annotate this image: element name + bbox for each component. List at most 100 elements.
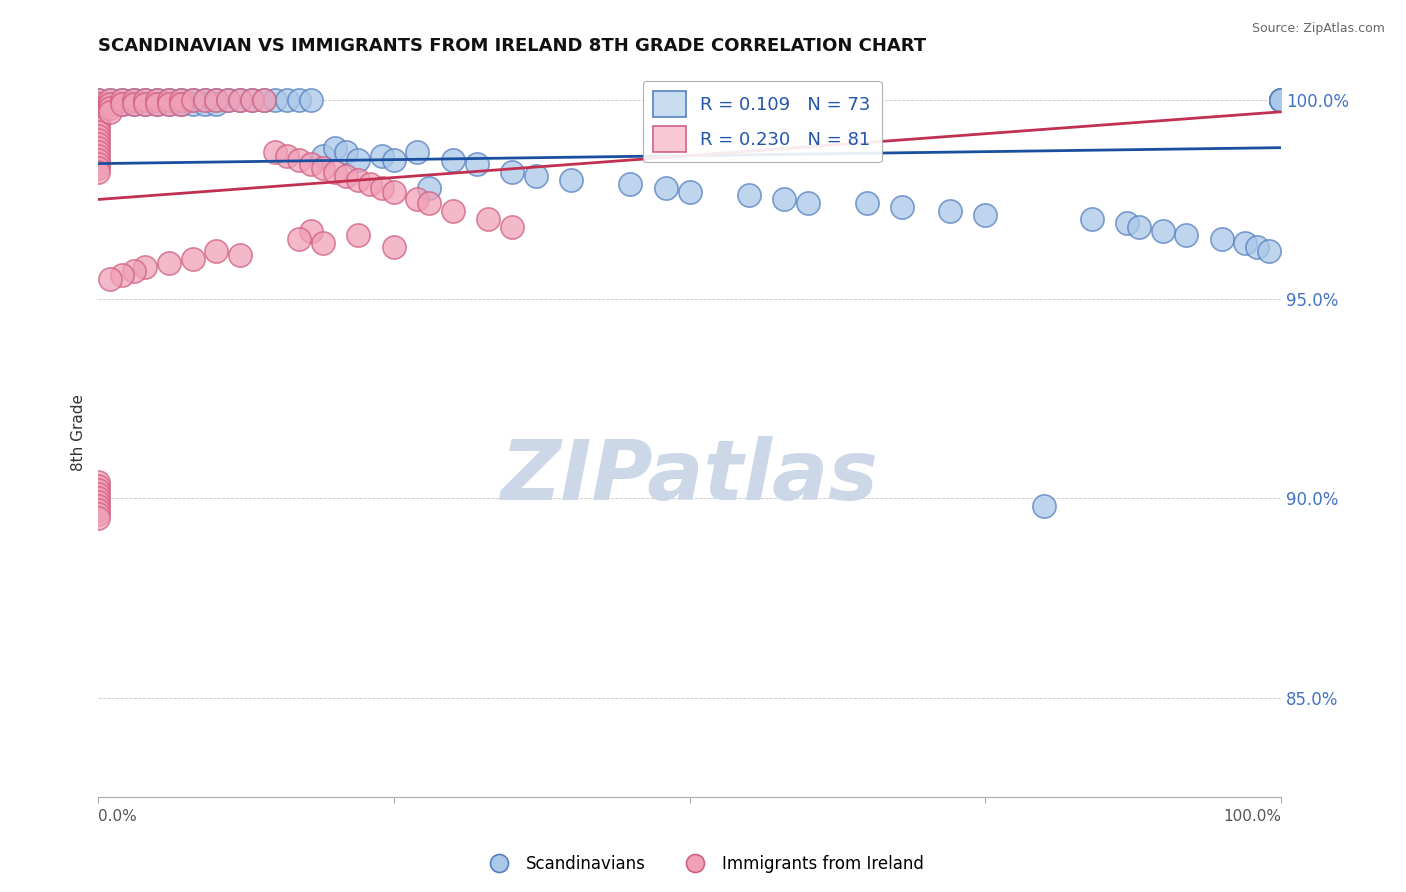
Point [264, 93, 287, 107]
Point [87, 104, 110, 119]
Point [371, 180, 394, 194]
Text: ZIPatlas: ZIPatlas [501, 436, 879, 516]
Point [501, 220, 523, 235]
Point [441, 204, 464, 219]
Point [146, 93, 169, 107]
Point [134, 260, 156, 275]
Point [253, 93, 276, 107]
Point [157, 96, 180, 111]
Point [217, 93, 239, 107]
Text: 0.0%: 0.0% [98, 809, 136, 824]
Point [122, 96, 145, 111]
Point [98, 96, 121, 111]
Point [170, 96, 193, 111]
Point [1246, 240, 1268, 254]
Point [193, 96, 215, 111]
Point [441, 153, 464, 167]
Point [974, 208, 997, 222]
Point [170, 96, 193, 111]
Point [1270, 93, 1292, 107]
Point [87, 93, 110, 107]
Point [418, 196, 440, 211]
Point [87, 503, 110, 517]
Point [418, 180, 440, 194]
Point [111, 93, 134, 107]
Point [87, 483, 110, 498]
Point [87, 495, 110, 509]
Point [299, 224, 322, 238]
Point [382, 185, 405, 199]
Point [134, 96, 156, 111]
Point [170, 93, 193, 107]
Point [87, 475, 110, 490]
Point [501, 164, 523, 178]
Point [655, 180, 678, 194]
Point [87, 136, 110, 151]
Point [87, 101, 110, 115]
Point [146, 96, 169, 111]
Point [312, 148, 335, 162]
Point [111, 96, 134, 111]
Point [240, 93, 263, 107]
Point [560, 172, 582, 186]
Point [1258, 244, 1281, 259]
Point [1211, 232, 1233, 246]
Point [288, 153, 311, 167]
Point [288, 232, 311, 246]
Point [134, 93, 156, 107]
Point [157, 96, 180, 111]
Point [264, 145, 287, 159]
Point [122, 264, 145, 278]
Point [335, 145, 357, 159]
Point [323, 164, 346, 178]
Point [856, 196, 879, 211]
Point [1270, 93, 1292, 107]
Point [87, 491, 110, 506]
Point [87, 145, 110, 159]
Point [477, 212, 499, 227]
Point [276, 148, 298, 162]
Point [87, 511, 110, 525]
Point [229, 248, 252, 262]
Point [87, 120, 110, 135]
Point [98, 96, 121, 111]
Point [1270, 93, 1292, 107]
Point [335, 169, 357, 183]
Point [276, 93, 298, 107]
Point [1080, 212, 1102, 227]
Point [891, 201, 914, 215]
Point [111, 93, 134, 107]
Point [170, 93, 193, 107]
Point [347, 153, 370, 167]
Point [382, 240, 405, 254]
Point [773, 193, 796, 207]
Point [1033, 500, 1056, 514]
Point [347, 228, 370, 243]
Point [406, 193, 429, 207]
Point [146, 96, 169, 111]
Point [87, 161, 110, 175]
Point [98, 93, 121, 107]
Point [619, 177, 641, 191]
Point [205, 96, 228, 111]
Point [1234, 236, 1257, 251]
Point [87, 133, 110, 147]
Point [122, 93, 145, 107]
Point [938, 204, 960, 219]
Point [87, 109, 110, 123]
Point [1128, 220, 1150, 235]
Point [157, 93, 180, 107]
Point [111, 268, 134, 283]
Point [87, 508, 110, 522]
Point [87, 479, 110, 493]
Point [157, 256, 180, 270]
Point [1270, 93, 1292, 107]
Point [1152, 224, 1174, 238]
Point [253, 93, 276, 107]
Point [87, 117, 110, 131]
Point [87, 112, 110, 127]
Point [181, 252, 204, 267]
Point [1270, 93, 1292, 107]
Point [87, 487, 110, 501]
Point [98, 272, 121, 286]
